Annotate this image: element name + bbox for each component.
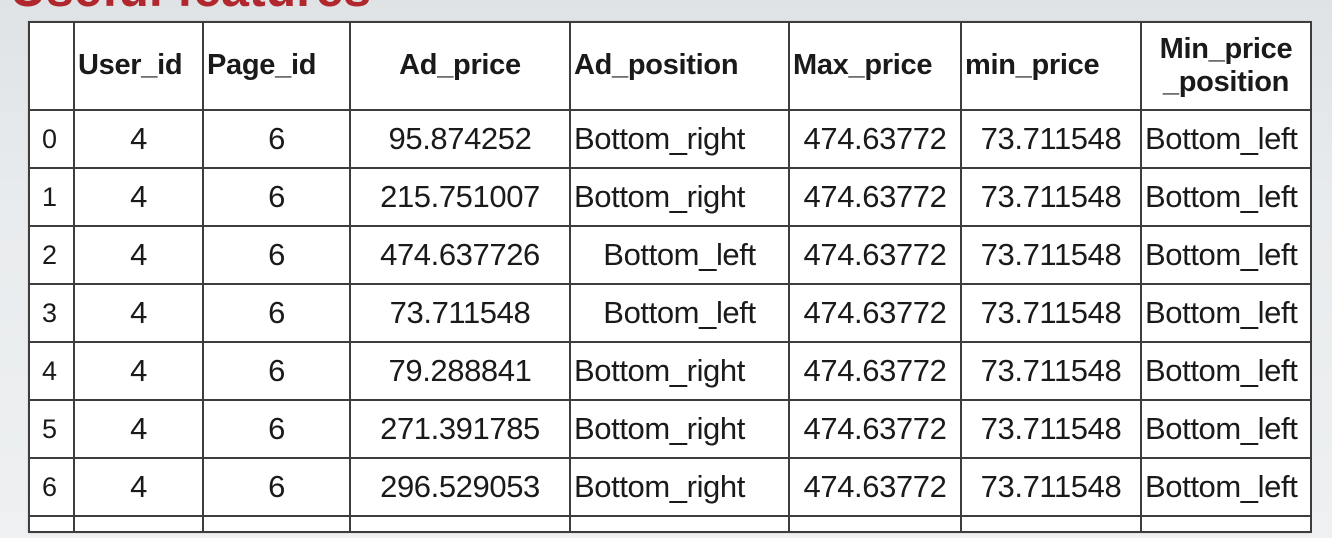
cell-min-price: 73.711548 [960, 225, 1142, 285]
data-table-container: User_id Page_id Ad_price Ad_position Max… [28, 21, 1312, 533]
cell-ad-price: 79.288841 [349, 341, 571, 401]
cell-ad-position: Bottom_right [569, 341, 790, 401]
cell-ad-price: 73.711548 [349, 283, 571, 343]
cell-ad-position: Bottom_left [569, 283, 790, 343]
cell-row-index: 1 [28, 167, 75, 227]
cell-min-price: 73.711548 [960, 399, 1142, 459]
cell-ad-price: 296.529053 [349, 457, 571, 517]
cell-max-price: 474.63772 [788, 457, 962, 517]
header-index [28, 21, 75, 111]
table-row: 3 4 6 73.711548 Bottom_left 474.63772 73.71154… [28, 283, 1312, 343]
header-page-id: Page_id [202, 21, 351, 111]
cell-empty [349, 515, 571, 533]
cell-empty [788, 515, 962, 533]
cell-page-id: 6 [202, 399, 351, 459]
cell-row-index: 0 [28, 109, 75, 169]
cell-empty [73, 515, 204, 533]
table-row: 5 4 6 271.391785 Bottom_right 474.63772 73.711… [28, 399, 1312, 459]
cell-min-price-position: Bottom_left [1140, 283, 1312, 343]
cell-page-id: 6 [202, 109, 351, 169]
cell-user-id: 4 [73, 225, 204, 285]
cell-user-id: 4 [73, 457, 204, 517]
cell-empty [1140, 515, 1312, 533]
cell-max-price: 474.63772 [788, 109, 962, 169]
cell-min-price-position: Bottom_left [1140, 457, 1312, 517]
cell-min-price-position: Bottom_left [1140, 109, 1312, 169]
header-ad-position: Ad_position [569, 21, 790, 111]
cell-row-index: 5 [28, 399, 75, 459]
cell-ad-position: Bottom_right [569, 457, 790, 517]
cell-row-index: 4 [28, 341, 75, 401]
cell-empty [28, 515, 75, 533]
cell-max-price: 474.63772 [788, 341, 962, 401]
cell-min-price: 73.711548 [960, 109, 1142, 169]
cell-user-id: 4 [73, 399, 204, 459]
cell-max-price: 474.63772 [788, 225, 962, 285]
cell-max-price: 474.63772 [788, 283, 962, 343]
table-body: 0 4 6 95.874252 Bottom_right 474.63772 73.7115… [28, 109, 1312, 533]
header-min-price-position-label: Min_price _position [1159, 33, 1293, 98]
header-max-price: Max_price [788, 21, 962, 111]
cell-ad-price: 271.391785 [349, 399, 571, 459]
cell-page-id: 6 [202, 283, 351, 343]
cell-min-price: 73.711548 [960, 457, 1142, 517]
cell-ad-price: 474.637726 [349, 225, 571, 285]
table-row: 1 4 6 215.751007 Bottom_right 474.63772 73.711… [28, 167, 1312, 227]
cell-user-id: 4 [73, 167, 204, 227]
cell-empty [202, 515, 351, 533]
slide-title: Useful features [10, 0, 371, 14]
cell-ad-price: 95.874252 [349, 109, 571, 169]
cell-row-index: 3 [28, 283, 75, 343]
cell-min-price-position: Bottom_left [1140, 341, 1312, 401]
header-ad-price: Ad_price [349, 21, 571, 111]
cell-page-id: 6 [202, 457, 351, 517]
header-min-price: min_price [960, 21, 1142, 111]
header-user-id: User_id [73, 21, 204, 111]
table-row-partial [28, 515, 1312, 533]
cell-page-id: 6 [202, 167, 351, 227]
cell-max-price: 474.63772 [788, 399, 962, 459]
cell-min-price-position: Bottom_left [1140, 225, 1312, 285]
cell-page-id: 6 [202, 225, 351, 285]
cell-row-index: 6 [28, 457, 75, 517]
cell-empty [569, 515, 790, 533]
cell-ad-position: Bottom_right [569, 167, 790, 227]
cell-user-id: 4 [73, 109, 204, 169]
features-table: User_id Page_id Ad_price Ad_position Max… [28, 21, 1312, 533]
table-row: 4 4 6 79.288841 Bottom_right 474.63772 73.7115… [28, 341, 1312, 401]
cell-min-price-position: Bottom_left [1140, 399, 1312, 459]
cell-row-index: 2 [28, 225, 75, 285]
cell-page-id: 6 [202, 341, 351, 401]
table-row: 2 4 6 474.637726 Bottom_left 474.63772 73.7115… [28, 225, 1312, 285]
cell-ad-position: Bottom_left [569, 225, 790, 285]
cell-max-price: 474.63772 [788, 167, 962, 227]
table-row: 6 4 6 296.529053 Bottom_right 474.63772 73.711… [28, 457, 1312, 517]
table-header-row: User_id Page_id Ad_price Ad_position Max… [28, 21, 1312, 111]
header-min-price-position: Min_price _position [1140, 21, 1312, 111]
table-row: 0 4 6 95.874252 Bottom_right 474.63772 73.7115… [28, 109, 1312, 169]
cell-ad-price: 215.751007 [349, 167, 571, 227]
cell-user-id: 4 [73, 341, 204, 401]
cell-min-price: 73.711548 [960, 341, 1142, 401]
cell-empty [960, 515, 1142, 533]
cell-min-price: 73.711548 [960, 167, 1142, 227]
cell-min-price-position: Bottom_left [1140, 167, 1312, 227]
cell-ad-position: Bottom_right [569, 399, 790, 459]
cell-ad-position: Bottom_right [569, 109, 790, 169]
cell-min-price: 73.711548 [960, 283, 1142, 343]
cell-user-id: 4 [73, 283, 204, 343]
